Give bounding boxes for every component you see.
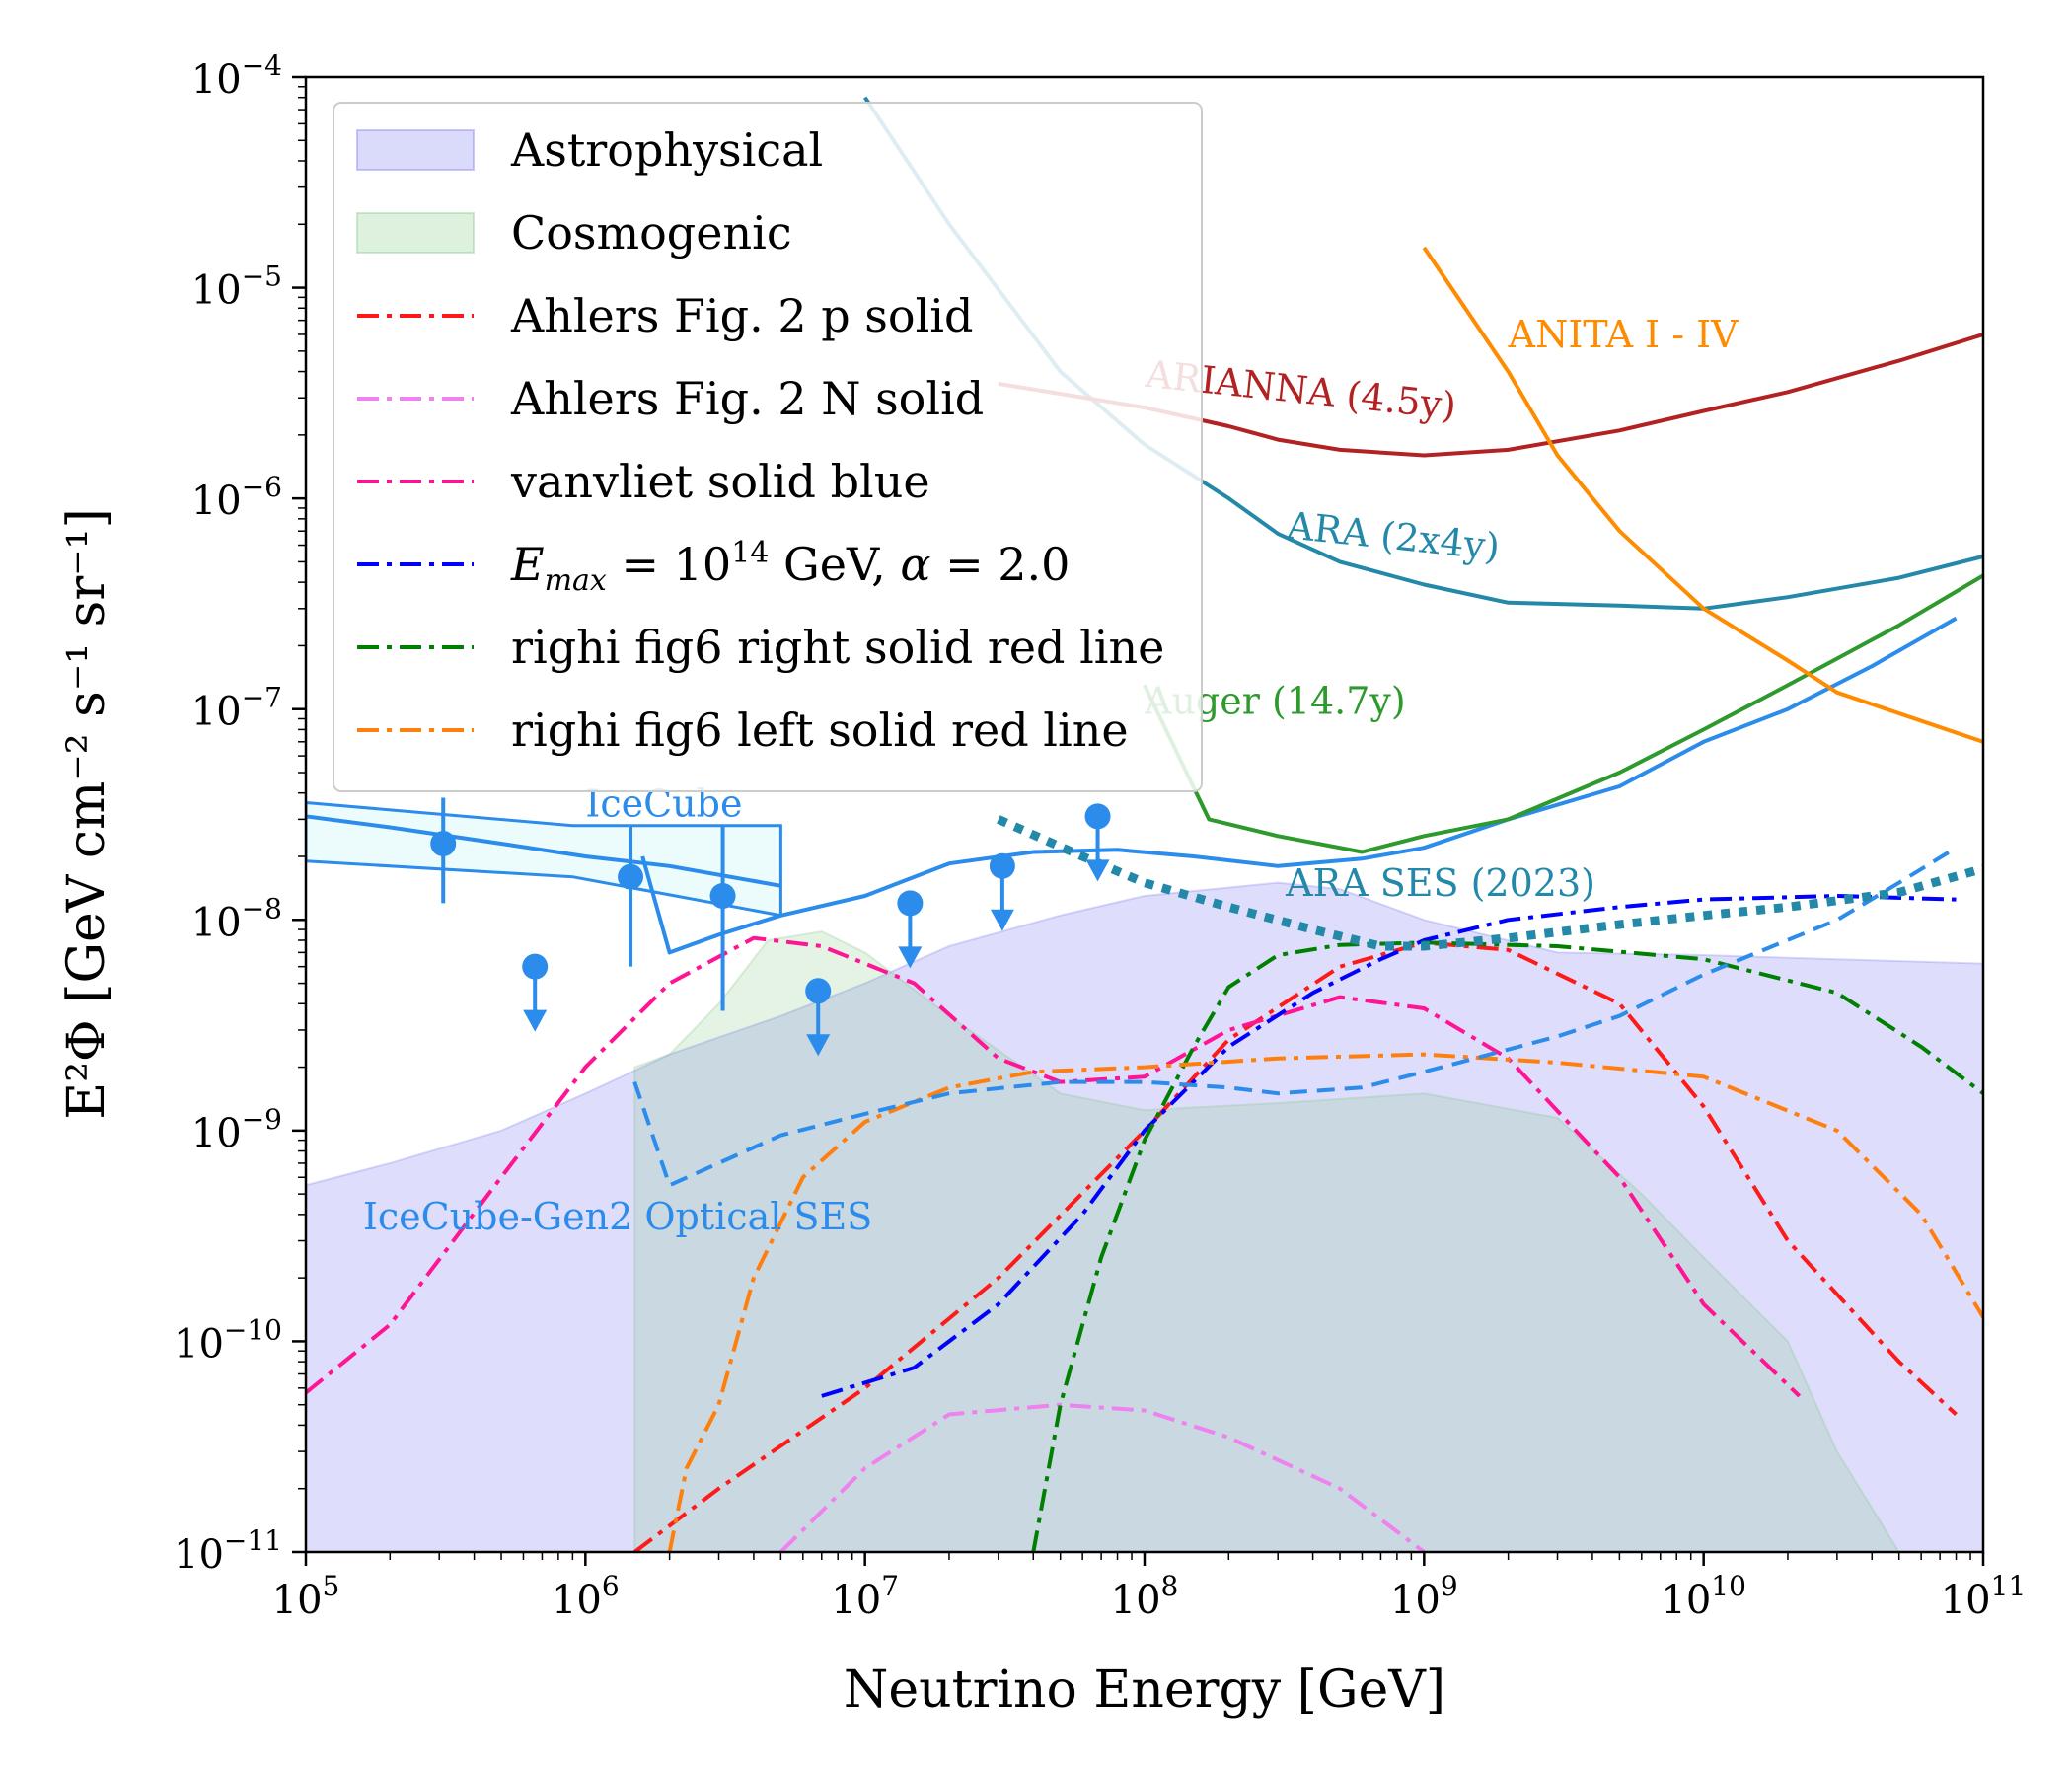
x-tick-label: 107 (831, 1570, 899, 1623)
annotation-icecube-gen2-optical-ses: IceCube-Gen2 Optical SES (363, 1195, 872, 1238)
icecube-data-point (618, 825, 644, 967)
legend-label: Emax = 1014 GeV, α = 2.0 (510, 536, 1070, 598)
legend-label: Cosmogenic (511, 206, 792, 259)
legend-entry-ahlers-fig-2-p-solid: Ahlers Fig. 2 p solid (357, 289, 973, 342)
down-arrow-icon (523, 1009, 548, 1032)
series-righi-fig6-left-solid-red-line (667, 1052, 1983, 1552)
down-arrow-icon (990, 909, 1014, 931)
x-tick-label: 106 (552, 1570, 620, 1623)
x-tick-label: 1011 (1941, 1570, 2027, 1623)
legend-label: Ahlers Fig. 2 p solid (510, 289, 973, 342)
x-tick-label: 108 (1111, 1570, 1179, 1623)
icecube-upper-limit (897, 890, 924, 969)
series-e-max-10-14-gev-2-0 (821, 894, 1957, 1398)
legend: Astrophysical Cosmogenic Ahlers Fig. 2 p s… (333, 102, 1203, 792)
series-vanvliet-solid-blue (306, 935, 1802, 1398)
legend-entry-ahlers-fig-2-n-solid: Ahlers Fig. 2 N solid (357, 372, 984, 425)
x-axis-ticks: 105 106 107 108 109 1010 1011 (272, 1552, 2027, 1623)
series-icecube-gen2-optical-ses (632, 846, 1958, 1188)
legend-label: Astrophysical (510, 123, 823, 177)
y-tick-label: 10−5 (191, 260, 282, 314)
legend-entry-cosmogenic: Cosmogenic (356, 206, 792, 259)
series-anita-i-iv (1422, 246, 1983, 744)
legend-entry-astrophysical: Astrophysical (356, 123, 823, 177)
icecube-upper-limit (1084, 803, 1111, 882)
legend-swatch (356, 129, 475, 171)
series-ara-ses-2023 (997, 815, 1983, 951)
icecube-upper-limit (522, 953, 549, 1032)
series-icecube-gen2-radio (640, 616, 1958, 955)
legend-entry-e-max-10-14-gev-2-0: Emax = 1014 GeV, α = 2.0 (357, 536, 1070, 598)
series-icecube (306, 814, 781, 888)
legend-label: righi fig6 left solid red line (511, 703, 1129, 757)
x-tick-label: 1010 (1661, 1570, 1746, 1623)
data-marker (430, 831, 457, 857)
x-tick-label: 109 (1390, 1570, 1458, 1623)
series-ahlers-fig-2-n-solid (778, 1402, 1426, 1552)
legend-entry-righi-fig6-right-solid-red-line: righi fig6 right solid red line (357, 621, 1164, 674)
data-marker (709, 882, 736, 909)
y-tick-label: 10−7 (191, 682, 282, 735)
icecube-data-point (709, 825, 736, 1011)
y-tick-label: 10−9 (191, 1103, 282, 1156)
annotation-ara-ses-2023: ARA SES (2023) (1285, 861, 1595, 905)
legend-entry-righi-fig6-left-solid-red-line: righi fig6 left solid red line (357, 703, 1129, 757)
icecube-upper-limit (989, 852, 1015, 931)
legend-entry-vanvliet-solid-blue: vanvliet solid blue (357, 455, 930, 508)
data-marker (618, 863, 644, 890)
y-tick-label: 10−8 (191, 892, 282, 945)
down-arrow-icon (806, 1034, 831, 1057)
limit-marker (522, 953, 549, 980)
band-cosmogenic (633, 930, 1900, 1552)
limit-marker (1084, 803, 1111, 830)
down-arrow-icon (1085, 859, 1110, 882)
down-arrow-icon (898, 946, 923, 969)
y-tick-label: 10−4 (191, 49, 282, 103)
series-ahlers-fig-2-p-solid (632, 940, 1958, 1552)
x-axis-title: Neutrino Energy [GeV] (844, 1661, 1445, 1720)
limit-marker (805, 978, 832, 1004)
legend-label: righi fig6 right solid red line (511, 621, 1164, 674)
series-arianna-4-5y (998, 333, 1983, 458)
y-tick-label: 10−11 (174, 1524, 282, 1578)
limit-marker (897, 890, 924, 917)
limit-marker (989, 852, 1015, 879)
x-tick-label: 105 (272, 1570, 340, 1623)
legend-swatch (356, 212, 475, 254)
y-tick-label: 10−10 (174, 1313, 282, 1367)
legend-label: vanvliet solid blue (510, 455, 930, 508)
annotation-anita-i-iv: ANITA I - IV (1508, 313, 1739, 356)
icecube-data-point (430, 797, 457, 904)
y-tick-label: 10−6 (191, 471, 282, 524)
icecube-upper-limit (805, 978, 832, 1057)
series-auger-14-7y (1143, 573, 1983, 854)
legend-box (333, 102, 1203, 792)
y-axis-title: E²Φ [GeV cm⁻² s⁻¹ sr⁻¹] (57, 508, 116, 1120)
data-points-layer (430, 797, 1111, 1057)
legend-label: Ahlers Fig. 2 N solid (510, 372, 984, 425)
series-righi-fig6-right-solid-red-line (1031, 940, 1983, 1552)
y-axis-ticks: 10−11 10−10 10−9 10−8 10−7 10−6 10−5 10−4 (174, 49, 306, 1578)
